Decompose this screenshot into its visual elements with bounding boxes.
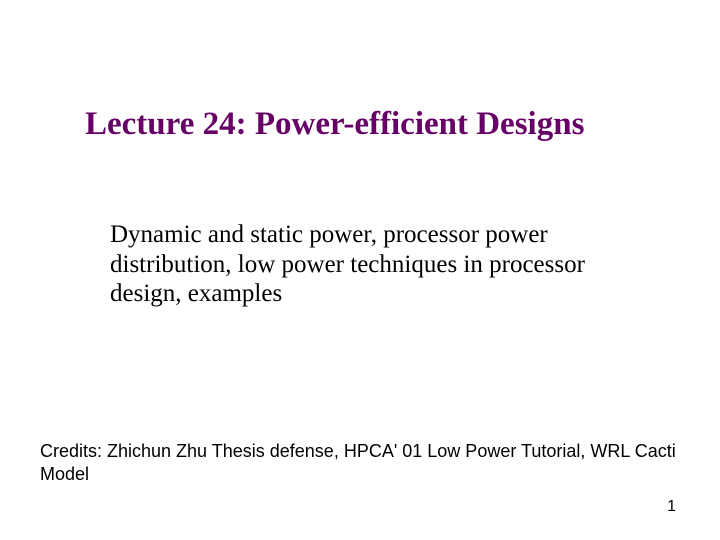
slide-credits: Credits: Zhichun Zhu Thesis defense, HPC… bbox=[40, 440, 680, 487]
page-number: 1 bbox=[667, 498, 676, 516]
slide-title: Lecture 24: Power-efficient Designs bbox=[85, 105, 645, 145]
slide: Lecture 24: Power-efficient Designs Dyna… bbox=[0, 0, 720, 540]
slide-subtitle: Dynamic and static power, processor powe… bbox=[110, 220, 610, 309]
